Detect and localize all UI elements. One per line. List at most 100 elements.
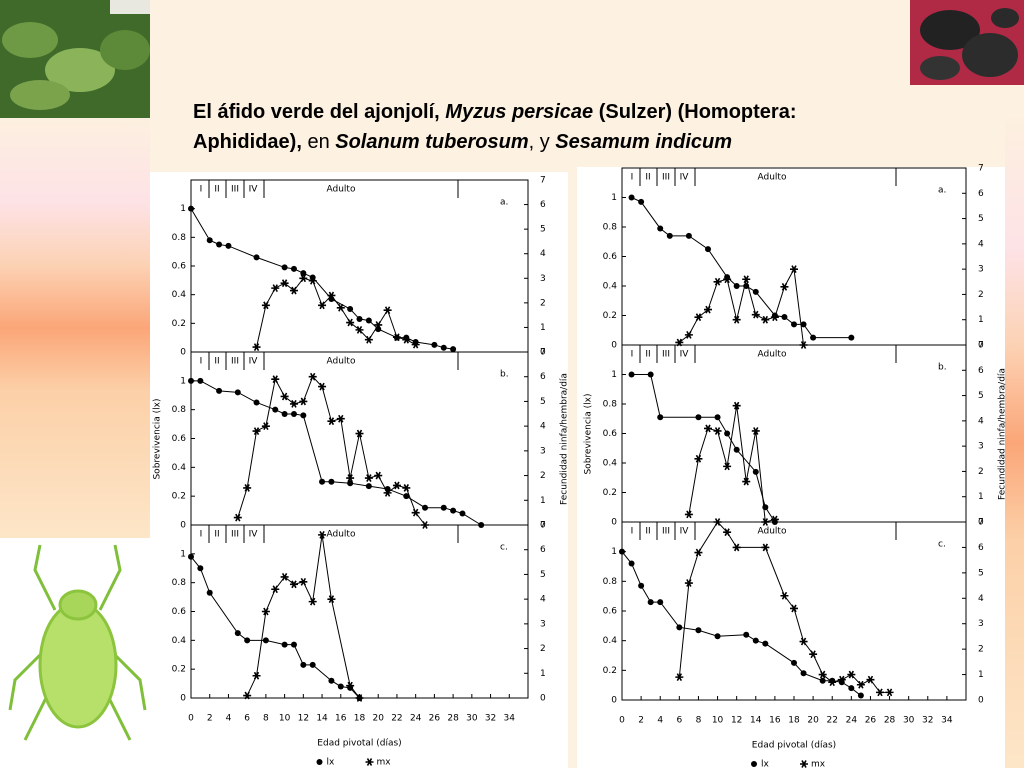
- stage-label: II: [645, 527, 650, 537]
- x-tick-label: 10: [712, 716, 724, 726]
- point: [411, 508, 420, 517]
- stage-label: Adulto: [327, 530, 356, 540]
- point: [272, 406, 279, 413]
- y-tick-label: 0.4: [172, 463, 187, 473]
- point: [364, 335, 373, 344]
- x-tick-label: 32: [922, 716, 933, 726]
- panel-label: a.: [938, 186, 946, 196]
- point: [289, 400, 298, 408]
- y2-tick-label: 4: [978, 239, 984, 249]
- point: [374, 471, 383, 480]
- y2-tick-label: 5: [978, 568, 984, 578]
- y2-tick-label: 4: [540, 422, 546, 432]
- title-run: Solanum tuberosum: [335, 131, 528, 153]
- point: [308, 597, 317, 606]
- x-tick-label: 14: [316, 714, 328, 724]
- x-tick-label: 0: [188, 714, 194, 724]
- point: [328, 677, 335, 684]
- y-tick-label: 0: [180, 348, 186, 358]
- x-tick-label: 26: [429, 714, 441, 724]
- y2-tick-label: 0: [978, 518, 984, 528]
- point: [781, 313, 788, 320]
- point: [225, 242, 232, 249]
- x-tick-label: 24: [846, 716, 858, 726]
- title-run: Aphididae),: [193, 131, 302, 153]
- point: [733, 283, 740, 289]
- y2-axis-label: Fecundidad ninfa/hembra/día: [998, 368, 1008, 500]
- point: [713, 427, 722, 435]
- y-tick-label: 0.8: [172, 233, 187, 243]
- point: [318, 301, 327, 310]
- point: [243, 691, 252, 700]
- point: [647, 599, 654, 606]
- side-band: [1005, 118, 1024, 768]
- x-tick-label: 0: [619, 716, 625, 726]
- y-tick-label: 0: [611, 341, 617, 351]
- point: [742, 275, 751, 284]
- x-tick-label: 12: [298, 714, 309, 724]
- point: [346, 318, 355, 327]
- y2-tick-label: 3: [540, 619, 546, 629]
- stage-label: IV: [249, 357, 259, 367]
- point: [318, 382, 327, 391]
- point: [885, 688, 894, 697]
- y2-tick-label: 6: [978, 543, 984, 553]
- point: [347, 306, 354, 312]
- y2-tick-label: 2: [978, 645, 984, 655]
- point: [328, 478, 335, 485]
- x-tick-label: 2: [638, 716, 644, 726]
- point: [327, 291, 336, 300]
- y2-tick-label: 0: [978, 696, 984, 706]
- point: [188, 377, 194, 384]
- point: [450, 346, 457, 353]
- y-tick-label: 1: [180, 204, 186, 214]
- point: [300, 661, 307, 668]
- point: [364, 474, 373, 482]
- point: [752, 288, 759, 295]
- point: [694, 454, 703, 463]
- y-tick-label: 0.6: [603, 607, 618, 617]
- y2-tick-label: 6: [540, 545, 546, 555]
- x-tick-label: 18: [354, 714, 366, 724]
- point: [383, 488, 392, 497]
- y-tick-label: 0: [611, 518, 617, 528]
- y2-axis-label: Fecundidad ninfa/hembra/día: [560, 373, 570, 505]
- point: [327, 417, 336, 426]
- point: [244, 637, 251, 644]
- x-tick-label: 8: [696, 716, 702, 726]
- y2-tick-label: 7: [978, 164, 984, 174]
- point: [628, 371, 635, 378]
- point: [848, 334, 855, 341]
- point: [280, 279, 289, 288]
- series-line: [191, 380, 482, 526]
- point: [684, 579, 693, 587]
- y2-tick-label: 2: [540, 471, 546, 481]
- point: [713, 518, 722, 526]
- aphid-image: [8, 544, 147, 741]
- title-line: El áfido verde del ajonjolí, Myzus persi…: [193, 101, 796, 123]
- legend-marker: [800, 760, 808, 768]
- x-tick-label: 2: [207, 714, 213, 724]
- point: [411, 340, 420, 349]
- y-tick-label: 0.8: [172, 578, 187, 588]
- y-tick-label: 0.2: [603, 666, 617, 676]
- point: [299, 577, 308, 586]
- point: [799, 637, 808, 646]
- point: [392, 481, 401, 490]
- stage-label: II: [645, 350, 650, 360]
- y2-tick-label: 3: [540, 446, 546, 456]
- point: [261, 301, 270, 310]
- y-tick-label: 0.8: [603, 223, 618, 233]
- y2-tick-label: 5: [540, 225, 546, 235]
- stage-label: I: [631, 350, 634, 360]
- title-line: Aphididae), en Solanum tuberosum, y Sesa…: [193, 131, 732, 153]
- stage-label: IV: [680, 173, 690, 183]
- point: [355, 694, 364, 702]
- stage-label: II: [214, 185, 219, 195]
- y2-tick-label: 7: [540, 521, 546, 531]
- point: [308, 372, 317, 381]
- point: [365, 483, 372, 490]
- point: [216, 387, 223, 394]
- point: [280, 392, 289, 401]
- y-axis-label: Sobrevivencia (lx): [584, 393, 594, 474]
